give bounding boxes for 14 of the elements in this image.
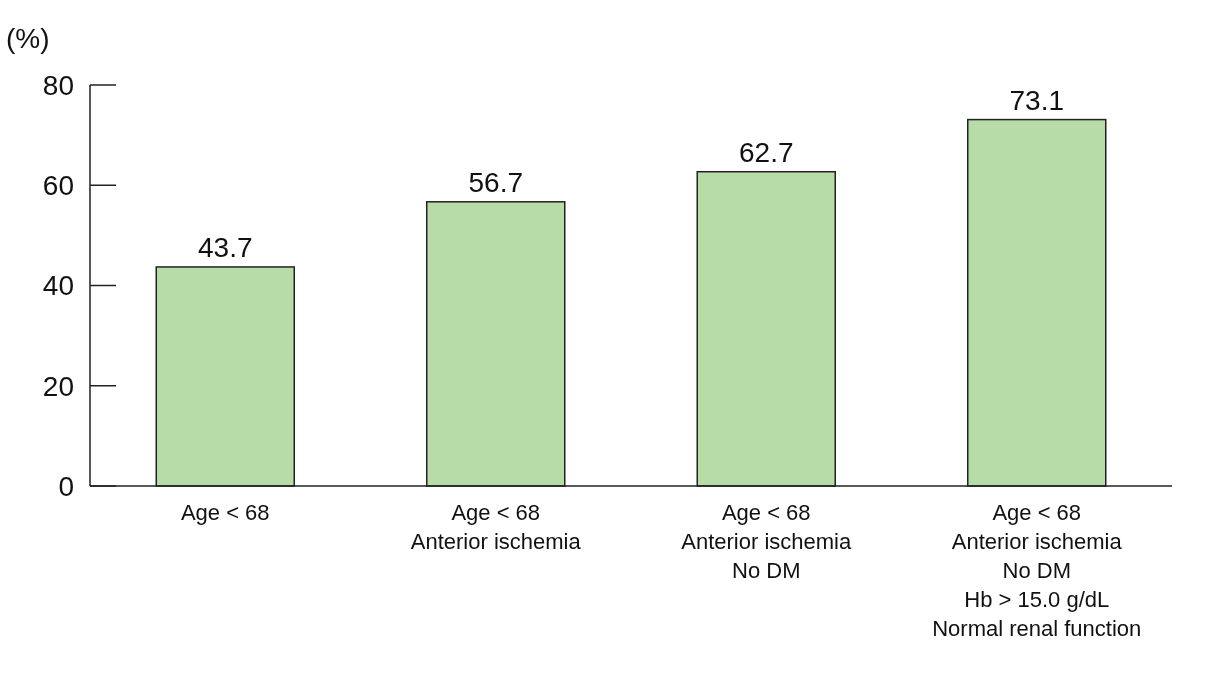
x-tick-label: Age < 68 Anterior ischemia	[410, 500, 582, 554]
data-label: 73.1	[1009, 84, 1064, 116]
x-tick-label: Age < 68 Anterior ischemia No DM Hb > 15.0 g/dL Normal renal function	[932, 500, 1142, 641]
data-label: 56.7	[468, 166, 523, 198]
data-label: 62.7	[739, 136, 794, 168]
y-tick-label: 20	[42, 370, 74, 402]
x-tick-label: Age < 68	[180, 500, 270, 525]
y-tick-label: 60	[42, 170, 74, 202]
y-tick-label: 40	[42, 270, 74, 302]
y-tick-label: 0	[58, 470, 74, 502]
x-tick-label: Age < 68 Anterior ischemia No DM	[681, 500, 852, 583]
y-axis-title: (%)	[6, 23, 50, 54]
y-tick-label: 80	[42, 69, 74, 101]
data-label: 43.7	[198, 231, 253, 263]
